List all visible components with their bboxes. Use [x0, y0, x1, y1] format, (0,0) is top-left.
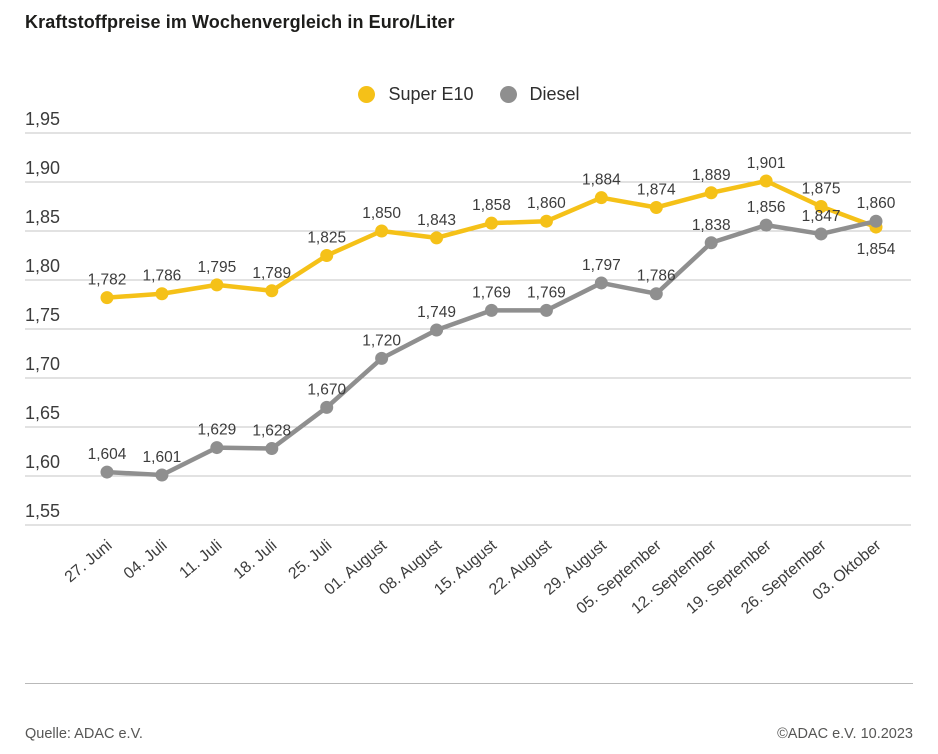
super-e10-data-point — [265, 284, 279, 298]
diesel-value-label: 1,786 — [637, 268, 676, 285]
chart-title: Kraftstoffpreise im Wochenvergleich in E… — [25, 12, 455, 32]
copyright-note: ©ADAC e.V. 10.2023 — [777, 726, 913, 742]
super-e10-value-label: 1,901 — [747, 155, 786, 172]
super-e10-value-label: 1,782 — [88, 272, 127, 289]
super-e10-data-point — [594, 191, 608, 205]
diesel-data-point — [539, 303, 553, 317]
diesel-value-label: 1,604 — [88, 446, 127, 463]
diesel-value-label: 1,749 — [417, 304, 456, 321]
legend-item-diesel: Diesel — [499, 84, 580, 105]
diesel-data-point — [155, 468, 169, 482]
diesel-value-label: 1,769 — [472, 284, 511, 301]
diesel-data-point — [814, 227, 828, 241]
diesel-data-point — [869, 214, 883, 228]
x-axis-tick-label: 11. Juli — [177, 537, 226, 582]
source-note: Quelle: ADAC e.V. — [25, 726, 143, 742]
y-axis-tick-label: 1,80 — [25, 256, 60, 276]
diesel-data-point — [430, 323, 444, 337]
diesel-dot-icon — [499, 86, 517, 103]
diesel-value-label: 1,720 — [362, 332, 401, 349]
legend-item-super-e10: Super E10 — [358, 84, 474, 105]
super-e10-value-label: 1,858 — [472, 197, 511, 214]
super-e10-data-point — [320, 249, 334, 262]
x-axis-tick-label: 04. Juli — [121, 537, 171, 583]
super-e10-value-label: 1,843 — [417, 212, 456, 229]
diesel-data-point — [759, 218, 773, 232]
line-chart: 1,95 1,90 1,85 1,80 1,75 1,70 1,65 1,60 1,5527. … — [25, 109, 911, 618]
legend-label-diesel: Diesel — [529, 84, 580, 104]
diesel-value-label: 1,847 — [802, 208, 841, 225]
super-e10-data-point — [649, 200, 663, 214]
y-axis-tick-label: 1,75 — [25, 305, 60, 325]
diesel-data-point — [265, 442, 279, 456]
diesel-data-point — [704, 236, 718, 250]
diesel-data-point — [320, 400, 334, 414]
y-axis-tick-label: 1,85 — [25, 207, 60, 227]
y-axis-tick-label: 1,55 — [25, 501, 60, 521]
diesel-value-label: 1,629 — [197, 422, 236, 439]
diesel-value-label: 1,769 — [527, 284, 566, 301]
super-e10-value-label: 1,889 — [692, 167, 731, 184]
super-e10-data-point — [814, 200, 828, 213]
super-e10-value-label: 1,825 — [307, 230, 346, 247]
y-axis-tick-label: 1,65 — [25, 403, 60, 423]
y-axis-tick-label: 1,90 — [25, 158, 60, 178]
super-e10-data-point — [704, 186, 718, 200]
super-e10-value-label: 1,875 — [802, 181, 841, 198]
super-e10-value-label: 1,795 — [197, 259, 236, 276]
super-e10-value-label: 1,874 — [637, 181, 676, 198]
super-e10-dot-icon — [358, 86, 376, 103]
super-e10-data-point — [759, 174, 773, 188]
diesel-value-label: 1,856 — [747, 199, 786, 216]
diesel-data-point — [649, 287, 663, 301]
diesel-value-label: 1,838 — [692, 217, 731, 234]
diesel-data-point — [375, 351, 389, 365]
super-e10-data-point — [210, 278, 224, 292]
y-axis-tick-label: 1,60 — [25, 452, 60, 472]
super-e10-data-point — [430, 231, 444, 245]
super-e10-value-label: 1,854 — [857, 241, 896, 258]
super-e10-value-label: 1,789 — [252, 265, 291, 282]
x-axis-tick-label: 25. Juli — [286, 537, 336, 583]
diesel-data-point — [485, 303, 498, 317]
y-axis-tick-label: 1,95 — [25, 109, 60, 129]
y-axis-tick-label: 1,70 — [25, 354, 60, 374]
super-e10-data-point — [100, 291, 114, 305]
chart-legend: Super E10 Diesel — [0, 84, 938, 105]
x-axis-tick-label: 18. Juli — [231, 537, 281, 583]
super-e10-value-label: 1,860 — [527, 195, 566, 212]
super-e10-data-point — [485, 216, 498, 230]
super-e10-data-point — [375, 224, 389, 238]
super-e10-data-point — [539, 214, 553, 228]
super-e10-value-label: 1,850 — [362, 205, 401, 222]
x-axis-tick-label: 27. Juni — [62, 537, 116, 586]
super-e10-data-point — [155, 287, 169, 301]
diesel-value-label: 1,670 — [307, 381, 346, 398]
diesel-data-point — [594, 276, 608, 290]
legend-label-super-e10: Super E10 — [388, 84, 474, 104]
diesel-data-point — [210, 441, 224, 455]
diesel-value-label: 1,797 — [582, 257, 621, 274]
diesel-value-label: 1,628 — [252, 423, 291, 440]
diesel-value-label: 1,860 — [857, 195, 896, 212]
diesel-data-point — [100, 465, 114, 479]
diesel-value-label: 1,601 — [143, 449, 182, 466]
super-e10-value-label: 1,786 — [143, 268, 182, 285]
footer-divider — [25, 683, 913, 684]
super-e10-value-label: 1,884 — [582, 172, 621, 189]
